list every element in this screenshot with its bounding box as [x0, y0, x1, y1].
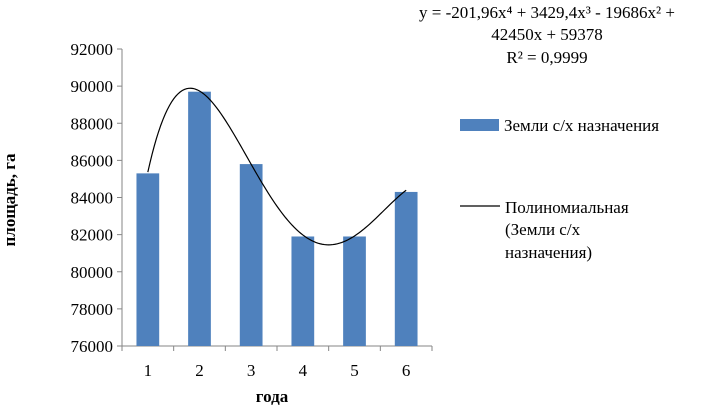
y-tick-label: 80000 — [71, 263, 114, 282]
trendline-equation: y = -201,96x⁴ + 3429,4x³ - 19686x² + 424… — [419, 3, 675, 67]
bar — [394, 191, 418, 346]
y-axis-title: площадь, га — [0, 153, 19, 246]
y-tick-label: 88000 — [71, 114, 114, 133]
plot-area — [121, 49, 432, 347]
bar — [343, 236, 366, 346]
y-tick-label: 86000 — [71, 151, 114, 170]
x-ticks: 1 2 3 4 5 6 — [121, 346, 433, 380]
x-tick-label: 2 — [195, 361, 204, 380]
x-tick-label: 6 — [402, 361, 411, 380]
bar — [239, 164, 263, 346]
y-tick-label: 90000 — [71, 77, 114, 96]
equation-line-1: y = -201,96x⁴ + 3429,4x³ - 19686x² + — [419, 3, 675, 22]
polynomial-trendline — [147, 87, 407, 246]
y-tick-label: 82000 — [71, 226, 114, 245]
legend-label-bars: Земли с/х назначения — [504, 116, 659, 135]
x-tick-label: 1 — [144, 361, 153, 380]
x-axis-title: года — [256, 387, 289, 405]
y-ticks: 76000 78000 80000 82000 84000 86000 88000 90000… — [71, 40, 122, 356]
y-tick-label: 84000 — [71, 189, 114, 208]
bar — [136, 173, 160, 346]
x-tick-label: 3 — [247, 361, 256, 380]
bar — [188, 91, 211, 346]
r-squared: R² = 0,9999 — [506, 48, 587, 67]
x-tick-label: 4 — [299, 361, 308, 380]
legend-label-trendline-1: Полиномиальная — [505, 198, 629, 217]
legend-swatch-bars — [460, 119, 499, 131]
legend-label-trendline-3: назначения) — [505, 243, 592, 262]
equation-line-2: 42450x + 59378 — [491, 25, 603, 44]
x-tick-label: 5 — [350, 361, 359, 380]
bar — [291, 236, 315, 346]
y-tick-label: 78000 — [71, 300, 114, 319]
legend: Земли с/х назначения Полиномиальная (Зем… — [460, 116, 659, 262]
legend-label-trendline-2: (Земли с/х — [505, 220, 581, 239]
y-tick-label: 92000 — [71, 40, 114, 59]
bars — [136, 91, 418, 346]
y-tick-label: 76000 — [71, 337, 114, 356]
